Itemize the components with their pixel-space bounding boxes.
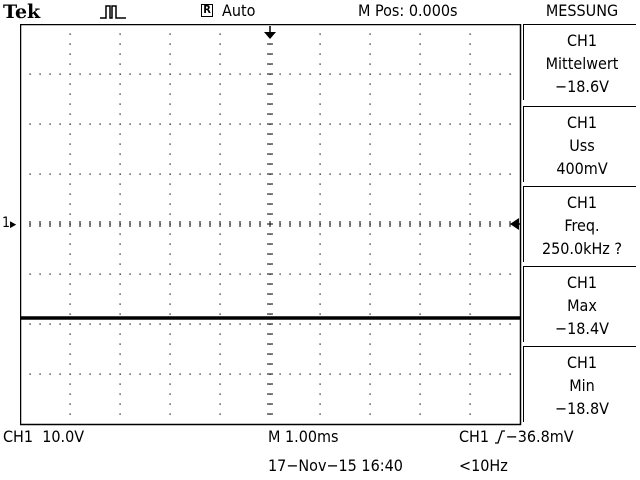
- measurement-source: CH1: [566, 31, 598, 50]
- center-axis-ticks: [29, 33, 511, 415]
- measurement-type: Min: [569, 376, 595, 395]
- menu-title: MESSUNG: [545, 1, 619, 20]
- measurement-slot[interactable]: CH1 Mittelwert −18.6V: [523, 24, 636, 100]
- date-time: 17−Nov−15 16:40: [268, 456, 403, 475]
- measurement-source: CH1: [566, 273, 598, 292]
- trigger-frequency: <10Hz: [459, 456, 508, 475]
- measurement-panel: CH1 Mittelwert −18.6V CH1 Uss 400mV CH1 …: [520, 24, 637, 424]
- measurement-source: CH1: [566, 113, 598, 132]
- pulse-icon: [100, 5, 126, 19]
- horizontal-position: M Pos: 0.000s: [358, 1, 458, 20]
- measurement-value: 250.0kHz ?: [541, 239, 623, 258]
- waveform-display: [20, 24, 522, 426]
- timebase: M 1.00ms: [268, 427, 339, 446]
- rising-edge-icon: [494, 430, 505, 444]
- measurement-type: Mittelwert: [545, 54, 619, 73]
- ch1-ground-marker: 1▶: [2, 216, 16, 232]
- measurement-value: −18.4V: [555, 319, 609, 338]
- trigger-info: CH1 −36.8mV: [459, 428, 574, 446]
- measurement-value: 400mV: [556, 159, 608, 178]
- acquisition-status-icon: R: [201, 4, 213, 17]
- measurement-value: −18.8V: [555, 399, 609, 418]
- ch1-marker-label: 1: [2, 215, 11, 231]
- measurement-value: −18.6V: [555, 77, 609, 96]
- measurement-type: Freq.: [564, 216, 600, 235]
- measurement-type: Max: [567, 296, 597, 315]
- acquisition-mode: Auto: [222, 1, 256, 20]
- measurement-type: Uss: [569, 136, 595, 155]
- trigger-level: −36.8mV: [505, 427, 574, 446]
- volts-per-div: 10.0V: [42, 427, 85, 446]
- measurement-source: CH1: [566, 353, 598, 372]
- measurement-slot[interactable]: CH1 Min −18.8V: [523, 346, 636, 422]
- trigger-source: CH1: [459, 427, 490, 446]
- ch1-vertical-scale: CH1 10.0V: [3, 428, 84, 446]
- channel-label: CH1: [3, 427, 34, 446]
- trigger-level-icon: [510, 218, 519, 230]
- measurement-slot[interactable]: CH1 Freq. 250.0kHz ?: [523, 186, 636, 262]
- measurement-slot[interactable]: CH1 Uss 400mV: [523, 106, 636, 182]
- arrow-right-icon: ▶: [10, 220, 17, 230]
- brand-logo: Tek: [3, 1, 41, 23]
- measurement-slot[interactable]: CH1 Max −18.4V: [523, 266, 636, 342]
- trigger-position-icon: [264, 32, 276, 39]
- measurement-source: CH1: [566, 193, 598, 212]
